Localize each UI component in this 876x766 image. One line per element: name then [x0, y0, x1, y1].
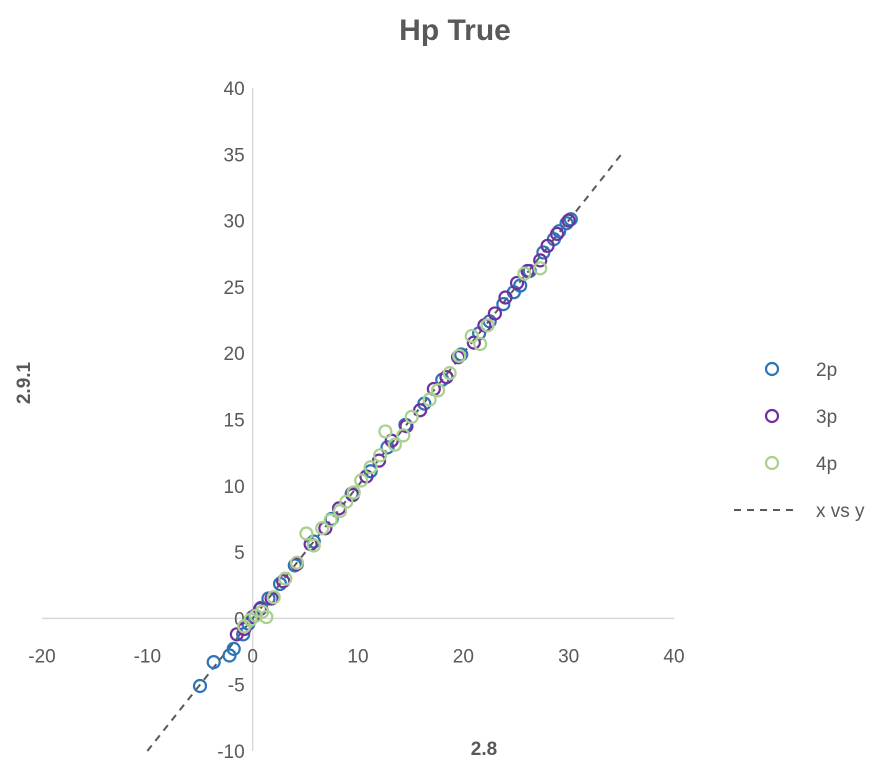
data-point-4p — [299, 526, 314, 541]
y-tick-label: 0 — [234, 609, 245, 630]
data-point-4p — [396, 428, 411, 443]
data-point-4p — [422, 392, 437, 407]
y-axis-title: 2.9.1 — [14, 361, 35, 404]
data-point-3p — [520, 263, 535, 279]
y-tick-label: 30 — [224, 212, 245, 233]
data-point-4p — [373, 448, 388, 463]
data-point-4p — [452, 348, 467, 363]
chart-title: Hp True — [399, 14, 511, 47]
data-point-2p — [192, 678, 208, 694]
data-point-4p — [464, 328, 479, 344]
data-point-3p — [384, 433, 399, 448]
data-point-3p — [549, 226, 565, 241]
data-point-4p — [332, 503, 348, 519]
data-point-4p — [480, 318, 495, 333]
data-point-4p — [266, 590, 281, 605]
y-tick-label: 5 — [234, 543, 245, 564]
data-point-3p — [487, 306, 503, 321]
data-point-2p — [559, 216, 574, 231]
x-tick-label: -20 — [28, 646, 55, 667]
data-point-4p — [363, 460, 378, 475]
y-tick-label: -10 — [217, 742, 244, 761]
legend-marker-4p — [764, 455, 780, 471]
data-point-4p — [306, 538, 321, 553]
y-tick-label: 10 — [224, 477, 245, 498]
x-tick-label: 10 — [347, 646, 368, 667]
data-point-4p — [430, 383, 446, 398]
y-tick-label: 15 — [224, 411, 245, 432]
data-point-3p — [561, 213, 576, 228]
legend-marker-3p — [764, 408, 780, 424]
x-tick-label: 0 — [247, 646, 258, 667]
data-point-3p — [509, 275, 525, 291]
series-4p — [237, 261, 548, 634]
data-point-2p — [226, 641, 241, 656]
data-point-3p — [276, 574, 291, 589]
data-point-2p — [552, 224, 567, 239]
data-point-3p — [533, 253, 548, 268]
y-tick-label: 20 — [224, 344, 245, 365]
data-point-4p — [278, 571, 293, 586]
data-point-2p — [513, 278, 528, 293]
legend-label-4p: 4p — [816, 454, 837, 475]
data-point-4p — [404, 409, 419, 424]
data-point-2p — [206, 655, 221, 670]
y-tick-label: 25 — [224, 278, 245, 299]
data-point-3p — [466, 335, 481, 350]
x-tick-label: 20 — [453, 646, 474, 667]
data-point-4p — [346, 485, 361, 500]
data-point-4p — [473, 336, 488, 352]
y-tick-label: -5 — [228, 676, 245, 697]
y-tick-label: 35 — [224, 145, 245, 166]
data-point-2p — [496, 297, 511, 312]
data-point-4p — [442, 365, 457, 381]
legend: 2p 3p 4p x vs y — [734, 360, 865, 522]
legend-label-reference-line: x vs y — [816, 501, 865, 522]
data-point-4p — [378, 424, 393, 439]
legend-label-3p: 3p — [816, 407, 837, 428]
data-point-3p — [540, 238, 555, 253]
data-point-4p — [339, 494, 354, 509]
data-point-4p — [289, 555, 305, 570]
data-point-2p — [306, 534, 321, 549]
y-tick-label: 40 — [224, 79, 245, 100]
data-point-3p — [439, 369, 454, 385]
x-tick-label: 30 — [558, 646, 579, 667]
legend-marker-2p — [764, 361, 780, 377]
data-point-4p — [517, 266, 532, 281]
data-point-4p — [259, 609, 274, 625]
data-point-4p — [315, 521, 330, 536]
data-point-4p — [354, 473, 369, 488]
x-axis-title: 2.8 — [471, 739, 497, 760]
legend-label-2p: 2p — [816, 360, 837, 381]
points-layer — [192, 212, 578, 694]
data-point-4p — [387, 437, 402, 452]
data-point-4p — [323, 513, 338, 528]
x-tick-label: 40 — [663, 646, 684, 667]
x-tick-label: -10 — [134, 646, 161, 667]
data-point-4p — [533, 261, 548, 276]
data-point-3p — [498, 290, 513, 305]
